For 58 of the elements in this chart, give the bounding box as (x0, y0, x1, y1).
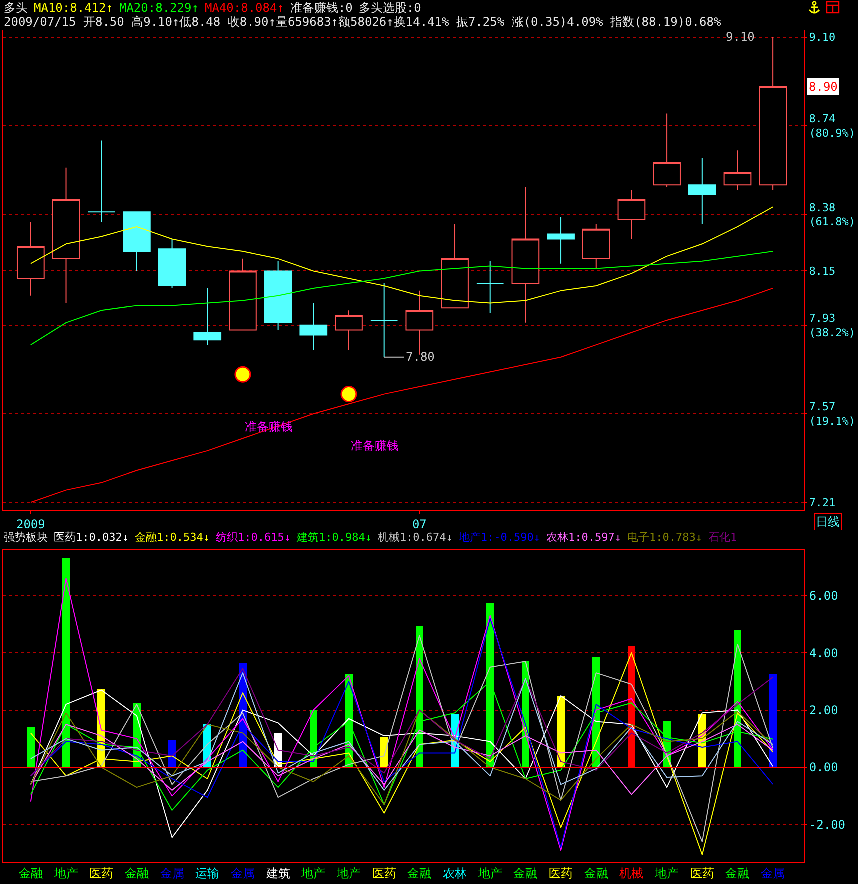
text: 机械1:0.674↓ (378, 531, 453, 544)
y-tick-label: 9.10 (809, 31, 836, 44)
x-tick-label: 医药 (690, 866, 714, 880)
x-tick-label: 医药 (372, 866, 396, 880)
x-tick-label: 金融 (514, 866, 538, 880)
annotation: 7.80 (406, 350, 435, 364)
x-tick-label: 地产 (477, 866, 502, 880)
y-tick-label: 2.00 (809, 703, 838, 718)
y-tick-label: 0.00 (809, 760, 838, 775)
x-tick-label: 农林 (443, 866, 468, 880)
y-tick-label: 8.74 (80.9%) (809, 112, 856, 140)
y-tick-label: 7.93 (38.2%) (809, 312, 856, 340)
y-tick-label: 7.21 (809, 496, 836, 510)
text: MA40:8.084↑ (204, 1, 284, 15)
text: 农林1:0.597↓ (546, 531, 622, 544)
y-tick-label: -2.00 (809, 818, 846, 832)
text: 医药1:0.032↓ (54, 531, 129, 544)
y-tick-label: 8.15 (809, 265, 836, 278)
text: 纺织1:0.615↓ (216, 531, 291, 544)
text: 8.90 (809, 80, 838, 94)
y-tick-label: 6.00 (809, 589, 838, 603)
chart-title: 强势板块 (4, 531, 48, 544)
x-axis-title: 日线 (816, 515, 840, 529)
x-tick-label: 2009 (16, 517, 46, 532)
x-tick-label: 金融 (124, 866, 149, 880)
x-tick-label: 07 (412, 517, 427, 532)
y-tick-label: 4.00 (809, 646, 838, 660)
text: 石化1 (708, 531, 738, 544)
y-tick-label: 7.57 (19.1%) (809, 400, 856, 428)
x-tick-label: 机械 (620, 866, 644, 880)
x-tick-label: 金融 (408, 866, 432, 880)
text: MA10:8.412↑ (34, 1, 114, 15)
x-tick-label: 金融 (18, 866, 43, 880)
annotation: 准备赚钱 (351, 439, 399, 453)
x-tick-label: 地产 (654, 866, 680, 880)
x-tick-label: 医药 (90, 866, 114, 880)
chart-subtitle: 2009/07/15 开8.50 高9.10↑低8.48 收8.90↑量659683↑额58026↑换14.41% 振7.25% 涨(0.35)4.09% 指数(88.19)0.68% (4, 15, 722, 29)
text: 多头选股:0 (358, 1, 422, 15)
text: 电子1:0.783↓ (628, 531, 702, 544)
x-tick-label: 运输 (196, 866, 220, 880)
annotation: 9.10 (726, 30, 755, 44)
x-tick-label: 地产 (300, 866, 326, 880)
x-tick-label: 建筑 (265, 866, 290, 880)
text: 金融1:0.534↓ (134, 531, 210, 544)
x-tick-label: 金属 (761, 866, 786, 880)
text: 地产1:-0.590↓ (458, 531, 541, 544)
text: MA20:8.229↑ (119, 1, 199, 15)
x-tick-label: 金融 (584, 866, 608, 880)
chart-title: 多头 (4, 1, 28, 15)
x-tick-label: 金属 (160, 866, 184, 880)
x-tick-label: 金融 (726, 866, 750, 880)
x-tick-label: 医药 (549, 866, 574, 880)
x-tick-label: 地产 (53, 866, 78, 880)
text: 建筑1:0.984↓ (296, 531, 372, 544)
x-tick-label: 地产 (336, 866, 361, 880)
x-tick-label: 金属 (230, 866, 255, 880)
text: 准备赚钱:0 (290, 1, 353, 15)
y-tick-label: 8.38 (61.8%) (809, 201, 856, 229)
